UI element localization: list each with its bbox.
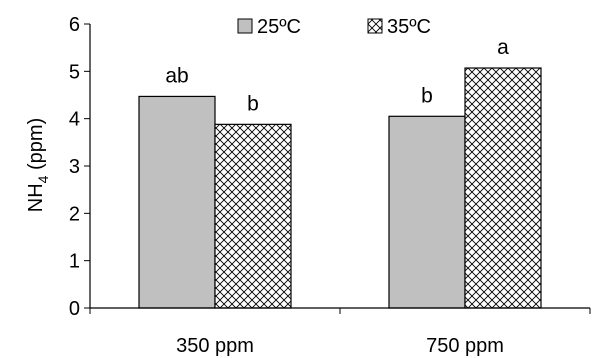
bars xyxy=(138,67,542,309)
y-axis-label-main: NH xyxy=(25,183,47,212)
bar-35c-350ppm xyxy=(214,123,292,309)
y-tick-label: 4 xyxy=(69,109,80,131)
bar-significance-label: ab xyxy=(165,64,188,87)
y-tick-label: 6 xyxy=(69,14,80,36)
bar-significance-label: b xyxy=(247,92,259,115)
bar-significance-label: a xyxy=(497,36,509,59)
bar-35c-750ppm xyxy=(464,67,542,309)
legend-label: 25ºC xyxy=(257,16,301,38)
y-axis-ticks: 0 1 2 3 4 5 6 xyxy=(69,14,90,320)
legend: 25ºC 35ºC xyxy=(237,16,431,38)
legend-swatch-35c xyxy=(367,18,383,34)
bar-annotations: ab b b a xyxy=(165,36,509,115)
axes xyxy=(89,24,591,314)
y-tick-label: 5 xyxy=(69,61,80,83)
bar-significance-label: b xyxy=(421,84,433,107)
y-axis-label: NH4 (ppm) xyxy=(25,118,51,212)
y-tick-label: 2 xyxy=(69,203,80,225)
legend-label: 35ºC xyxy=(387,16,431,38)
bar-25c-350ppm xyxy=(138,95,216,309)
y-axis-label-unit: (ppm) xyxy=(25,118,47,176)
y-tick-label: 1 xyxy=(69,251,80,273)
x-category-label: 750 ppm xyxy=(426,335,504,357)
category-labels: 350 ppm 750 ppm xyxy=(176,335,504,357)
y-tick-label: 0 xyxy=(69,298,80,320)
bar-25c-750ppm xyxy=(388,115,466,309)
x-category-label: 350 ppm xyxy=(176,335,254,357)
y-axis-label-subscript: 4 xyxy=(35,175,51,183)
legend-swatch-25c xyxy=(237,18,253,34)
y-tick-label: 3 xyxy=(69,156,80,178)
